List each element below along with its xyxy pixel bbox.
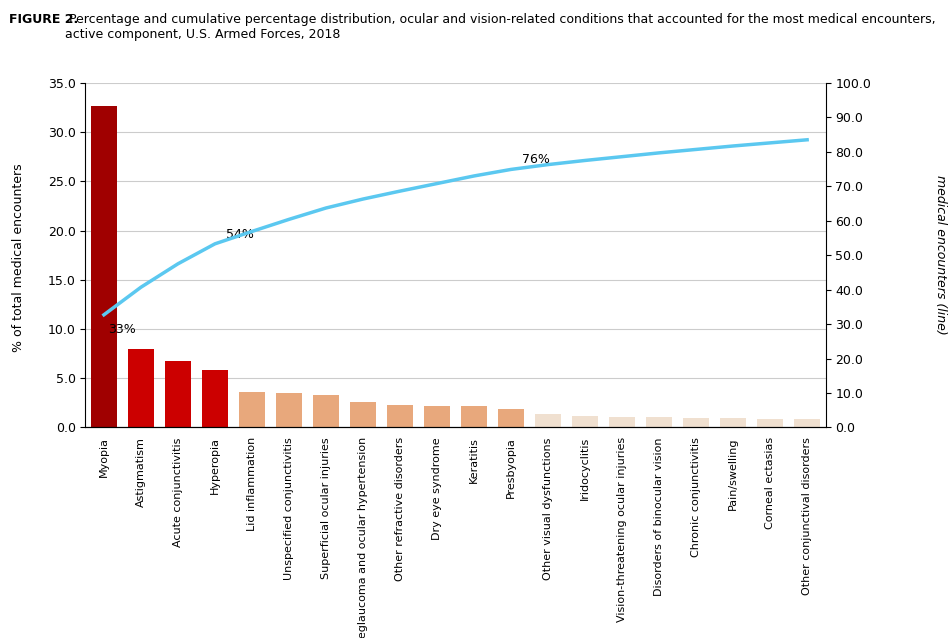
Text: % of total medical encounters: % of total medical encounters	[12, 159, 26, 352]
Bar	[720, 418, 746, 427]
Bar	[461, 406, 487, 427]
Y-axis label: % of total medical encounters (bars): % of total medical encounters (bars)	[0, 637, 1, 638]
Bar	[165, 360, 191, 427]
Bar	[498, 409, 524, 427]
Y-axis label: Cumulative % of total
medical encounters (line): Cumulative % of total medical encounters…	[934, 175, 949, 335]
Bar	[683, 418, 709, 427]
Bar	[424, 406, 450, 427]
Bar	[350, 402, 376, 427]
Bar	[276, 393, 302, 427]
Text: Percentage and cumulative percentage distribution, ocular and vision-related con: Percentage and cumulative percentage dis…	[65, 13, 935, 41]
Bar	[757, 419, 783, 427]
Bar	[535, 413, 561, 427]
Bar	[609, 417, 635, 427]
Text: FIGURE 2.: FIGURE 2.	[9, 13, 79, 26]
Bar	[128, 349, 154, 427]
Bar	[646, 417, 672, 427]
Bar	[239, 392, 265, 427]
Bar	[91, 105, 117, 427]
Bar	[313, 395, 339, 427]
Bar	[572, 415, 598, 427]
Bar	[202, 371, 228, 427]
Bar	[794, 419, 820, 427]
Text: 76%: 76%	[522, 154, 550, 167]
Bar	[387, 405, 413, 427]
Text: 54%: 54%	[226, 228, 254, 241]
Text: 33%: 33%	[107, 323, 136, 336]
